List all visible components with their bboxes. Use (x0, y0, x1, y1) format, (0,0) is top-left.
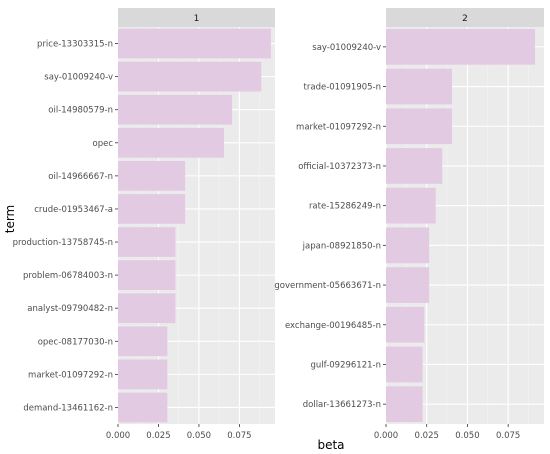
y-tick-label: government-05663671-n (274, 281, 381, 291)
bar (386, 68, 452, 105)
y-tick-label: gulf-09296121-n (311, 360, 381, 370)
facet-strip-label: 2 (462, 14, 468, 24)
bar (386, 346, 423, 383)
y-tick-label: rate-15286249-n (309, 202, 381, 212)
y-tick-label: official-10372373-n (298, 162, 381, 172)
bar (386, 28, 536, 65)
x-tick-label: 0.025 (146, 431, 170, 441)
y-tick-label: analyst-09790482-n (27, 304, 113, 314)
panel-background (118, 27, 275, 424)
bar (118, 127, 225, 158)
y-tick-label: opec-08177030-n (38, 337, 113, 347)
facet-strip (386, 8, 544, 27)
y-axis-title: term (3, 205, 17, 234)
bar (386, 306, 425, 343)
x-tick-label: 0.075 (496, 431, 520, 441)
x-axis-title: beta (317, 438, 344, 452)
x-tick-label: 0.050 (455, 431, 479, 441)
bar (386, 148, 443, 184)
bar (118, 326, 168, 357)
bar (118, 94, 233, 125)
y-tick-label: dollar-13661273-n (303, 400, 381, 410)
facet-strip-label: 1 (194, 14, 200, 24)
y-tick-label: trade-01091905-n (304, 83, 381, 93)
bar (386, 386, 423, 423)
y-tick-label: demand-13461162-n (23, 403, 113, 413)
y-tick-label: japan-08921850-n (302, 241, 381, 251)
bar (118, 260, 176, 291)
y-tick-label: market-01097292-n (28, 370, 113, 380)
facet-panel-1: 1 price-13303315-n say-01009240-v oil-14980… (13, 8, 275, 441)
x-tick-label: 0.050 (187, 431, 211, 441)
bar (118, 227, 176, 257)
bar (118, 28, 271, 59)
bar (118, 359, 168, 390)
bar (118, 194, 186, 224)
y-tick-label: crude-01953467-a (34, 205, 113, 215)
bar (118, 61, 262, 92)
y-tick-label: production-13758745-n (13, 238, 113, 248)
y-tick-label: problem-06784003-n (23, 271, 113, 281)
x-tick-label: 0.000 (106, 431, 130, 441)
x-tick-label: 0.025 (415, 431, 439, 441)
bar (118, 392, 168, 423)
bar (386, 187, 436, 224)
y-tick-label: exchange-00196485-n (285, 321, 381, 331)
y-tick-label: market-01097292-n (296, 122, 381, 132)
bar (118, 293, 176, 324)
y-tick-label: oil-14980579-n (48, 106, 113, 116)
bar (386, 267, 430, 303)
bar (386, 227, 430, 264)
facet-panel-2: 2 say-01009240-v trade-01091905-n market-01… (274, 8, 544, 441)
y-tick-label: say-01009240-v (312, 43, 381, 53)
x-tick-label: 0.000 (374, 431, 398, 441)
facet-strip (118, 8, 275, 27)
y-tick-label: say-01009240-v (44, 73, 113, 83)
y-tick-label: oil-14966667-n (48, 172, 113, 182)
y-tick-label: opec (93, 139, 114, 149)
x-tick-label: 0.075 (227, 431, 251, 441)
y-tick-label: price-13303315-n (37, 40, 113, 50)
bar (118, 160, 186, 191)
bar (386, 108, 452, 145)
